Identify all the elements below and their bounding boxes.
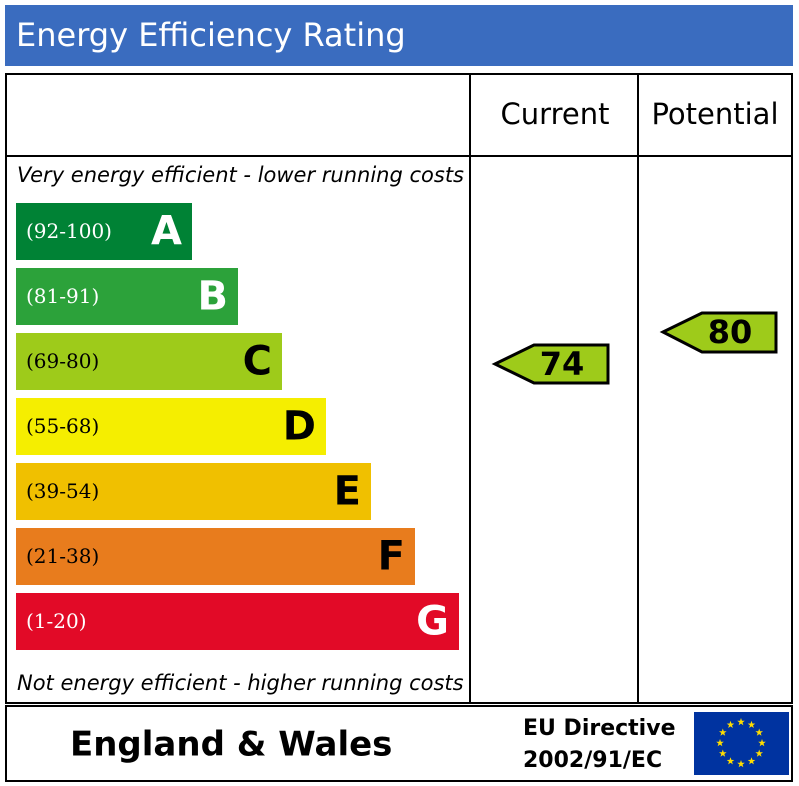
band-letter: F bbox=[378, 534, 405, 580]
directive-line: 2002/91/EC bbox=[523, 748, 662, 773]
band-letter: E bbox=[334, 469, 361, 515]
band-letter: B bbox=[198, 274, 229, 320]
band bbox=[16, 463, 371, 520]
band-range: (81-91) bbox=[26, 284, 99, 308]
eu-star bbox=[755, 728, 763, 736]
main-frame bbox=[5, 73, 793, 704]
band-letter: C bbox=[243, 339, 272, 385]
eu-star bbox=[719, 728, 727, 736]
bands: (92-100) A (81-91) B (69-80) C (55-68) D (39-54)… bbox=[16, 203, 459, 650]
eu-star bbox=[726, 757, 735, 765]
band-range: (1-20) bbox=[26, 609, 87, 633]
eu-star bbox=[719, 749, 727, 757]
top-note: Very energy efficient - lower running co… bbox=[17, 163, 464, 187]
title-bar bbox=[5, 5, 793, 66]
eu-star bbox=[716, 739, 724, 747]
band bbox=[16, 268, 238, 325]
band bbox=[16, 398, 326, 455]
directive-line: EU Directive bbox=[523, 716, 676, 741]
footer-frame bbox=[5, 705, 793, 782]
band-range: (21-38) bbox=[26, 544, 99, 568]
band bbox=[16, 593, 459, 650]
current-header: Current bbox=[501, 97, 610, 131]
band bbox=[16, 528, 415, 585]
current-rating: 74 bbox=[540, 345, 585, 383]
title: Energy Efficiency Rating bbox=[16, 16, 406, 54]
eu-star bbox=[726, 720, 735, 729]
band bbox=[16, 203, 192, 260]
bottom-note: Not energy efficient - higher running co… bbox=[17, 671, 464, 695]
band-letter: D bbox=[283, 404, 316, 450]
band-range: (55-68) bbox=[26, 414, 99, 438]
eu-star bbox=[758, 739, 766, 747]
eu-star bbox=[747, 720, 756, 729]
eu-stars bbox=[716, 718, 766, 768]
band-range: (69-80) bbox=[26, 349, 99, 373]
band-letter: G bbox=[416, 599, 449, 645]
band bbox=[16, 333, 282, 390]
potential-rating: 80 bbox=[708, 313, 753, 351]
potential-header: Potential bbox=[651, 97, 778, 131]
region: England & Wales bbox=[70, 725, 392, 765]
eu-star bbox=[755, 749, 763, 757]
band-range: (39-54) bbox=[26, 479, 99, 503]
band-letter: A bbox=[151, 209, 182, 255]
eu-star bbox=[737, 760, 745, 768]
potential-arrow bbox=[659, 311, 778, 354]
band-range: (92-100) bbox=[26, 219, 112, 243]
eu-star bbox=[737, 718, 745, 726]
eu-star bbox=[747, 757, 756, 765]
current-arrow bbox=[491, 343, 610, 385]
